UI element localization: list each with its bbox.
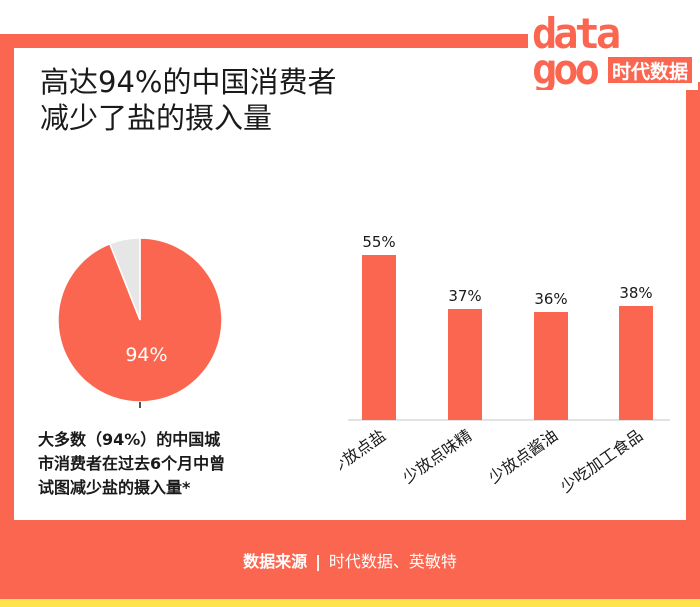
bar-3: [619, 306, 653, 420]
bar-data-label-2: 36%: [534, 290, 567, 308]
pie-caption: 大多数（94%）的中国城 市消费者在过去6个月中曾 试图减少盐的摄入量*: [38, 428, 278, 500]
bar-0: [362, 255, 396, 420]
logo-word-bottom: goo: [532, 45, 599, 90]
pie-slice-0: [57, 237, 223, 403]
bar-category-label-3: 少吃加工食品: [557, 426, 647, 497]
bar-category-label-1: 少放点味精: [399, 426, 475, 487]
page-title: 高达94%的中国消费者 减少了盐的摄入量: [40, 64, 336, 136]
pie-caption-line-1: 大多数（94%）的中国城: [38, 430, 221, 449]
source-line: 数据来源 | 时代数据、英敏特: [0, 550, 700, 574]
bar-data-label-3: 38%: [619, 284, 652, 302]
frame-top-bar: [0, 34, 545, 48]
title-line-1: 高达94%的中国消费者: [40, 65, 337, 99]
source-text: 时代数据、英敏特: [328, 552, 457, 571]
bar-data-label-1: 37%: [448, 287, 481, 305]
pie-caption-line-2: 市消费者在过去6个月中曾: [38, 454, 226, 473]
bar-category-label-2: 少放点酱油: [485, 426, 561, 487]
bar-category-label-0: 少放点盐: [340, 426, 389, 478]
pie-chart: 94%: [57, 237, 223, 408]
bar-data-label-0: 55%: [362, 233, 395, 251]
bar-chart: 55% 少放点盐 37% 少放点味精 36% 少放点酱油 38% 少吃加工食品: [340, 233, 670, 497]
footer-stripe: [0, 599, 700, 607]
pie-caption-line-3: 试图减少盐的摄入量*: [38, 478, 191, 497]
datagoo-logo-icon: data goo 时代数据: [528, 12, 698, 90]
bar-2: [534, 312, 568, 420]
pie-slice-1: [108, 237, 141, 321]
logo-cn-text: 时代数据: [612, 60, 688, 83]
footer-band: [0, 520, 700, 599]
frame-right-bar: [686, 82, 700, 607]
source-separator: |: [315, 552, 321, 571]
source-label: 数据来源: [243, 552, 308, 571]
frame-left-bar: [0, 34, 14, 607]
bar-1: [448, 309, 482, 420]
pie-slice-label-0: 94%: [125, 344, 167, 366]
title-line-2: 减少了盐的摄入量: [40, 101, 273, 135]
logo-word-top: data: [532, 12, 619, 58]
